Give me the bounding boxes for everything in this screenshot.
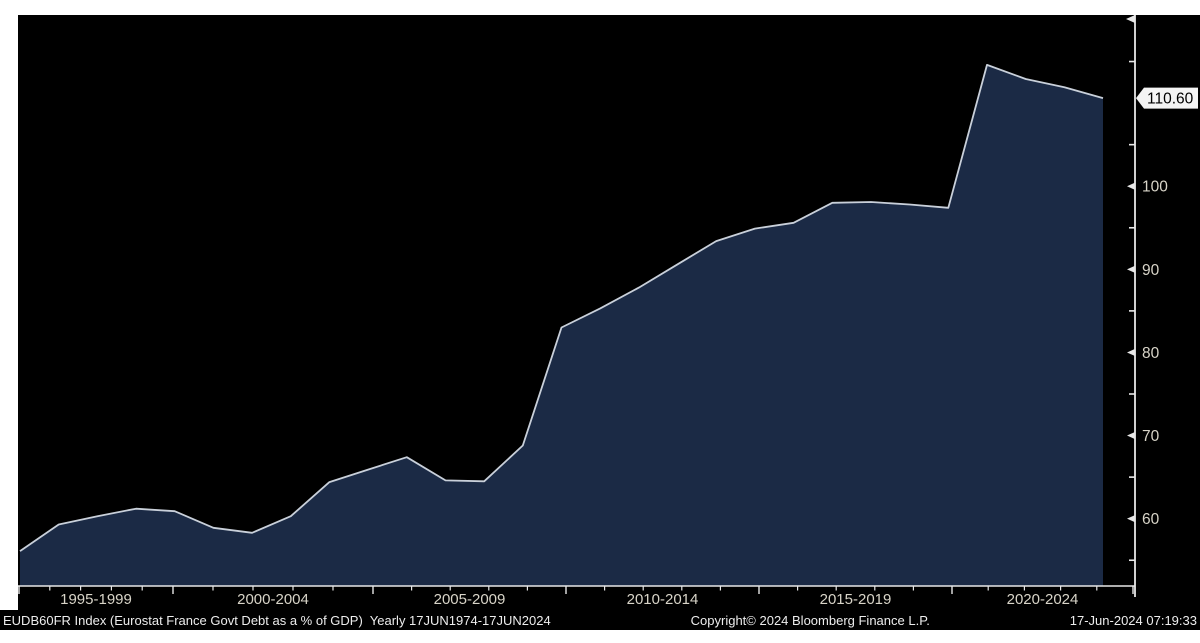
debt-area-chart-canvas[interactable]: 60 70 80 90 100 1995-1999 2000-2004 2005-2009 20…	[0, 0, 1200, 610]
x-period-label: 1995-1999	[60, 591, 132, 608]
y-minor-tick	[1129, 310, 1135, 312]
y-minor-tick	[1129, 60, 1135, 63]
last-price-tag[interactable]	[1136, 87, 1198, 109]
y-minor-tick	[1129, 559, 1135, 562]
y-major-tick	[1127, 265, 1135, 273]
x-period-label: 2020-2024	[1007, 591, 1079, 608]
debt-area-fill	[20, 64, 1103, 586]
footer: EUDB60FR Index (Eurostat France Govt Deb…	[0, 610, 1200, 630]
y-tick-label: 70	[1142, 428, 1160, 445]
y-major-tick	[1127, 348, 1135, 357]
x-period-label: 2015-2019	[820, 591, 892, 608]
footer-copyright: Copyright© 2024 Bloomberg Finance L.P.	[690, 612, 930, 628]
y-major-tick	[1127, 182, 1135, 190]
y-major-tick	[1127, 431, 1135, 440]
footer-security-description: EUDB60FR Index (Eurostat France Govt Deb…	[3, 612, 551, 628]
y-tick-label: 80	[1142, 345, 1160, 362]
x-period-label: 2005-2009	[434, 591, 506, 608]
y-tick-label: 60	[1142, 511, 1160, 528]
last-price-tag-value: 110.60	[1147, 91, 1194, 108]
y-tick-label: 100	[1142, 179, 1168, 196]
footer-timestamp: 17-Jun-2024 07:19:33	[1069, 612, 1197, 628]
x-period-label: 2010-2014	[627, 591, 699, 608]
y-minor-tick	[1129, 226, 1135, 229]
y-minor-tick	[1129, 476, 1135, 478]
y-minor-tick	[1129, 393, 1135, 395]
y-minor-tick	[1129, 143, 1135, 146]
y-major-tick	[1127, 515, 1135, 523]
debt-price-line	[19, 64, 1104, 552]
y-axis-top-tick	[1126, 15, 1135, 23]
y-tick-label: 90	[1142, 262, 1160, 279]
x-period-label: 2000-2004	[237, 591, 309, 608]
